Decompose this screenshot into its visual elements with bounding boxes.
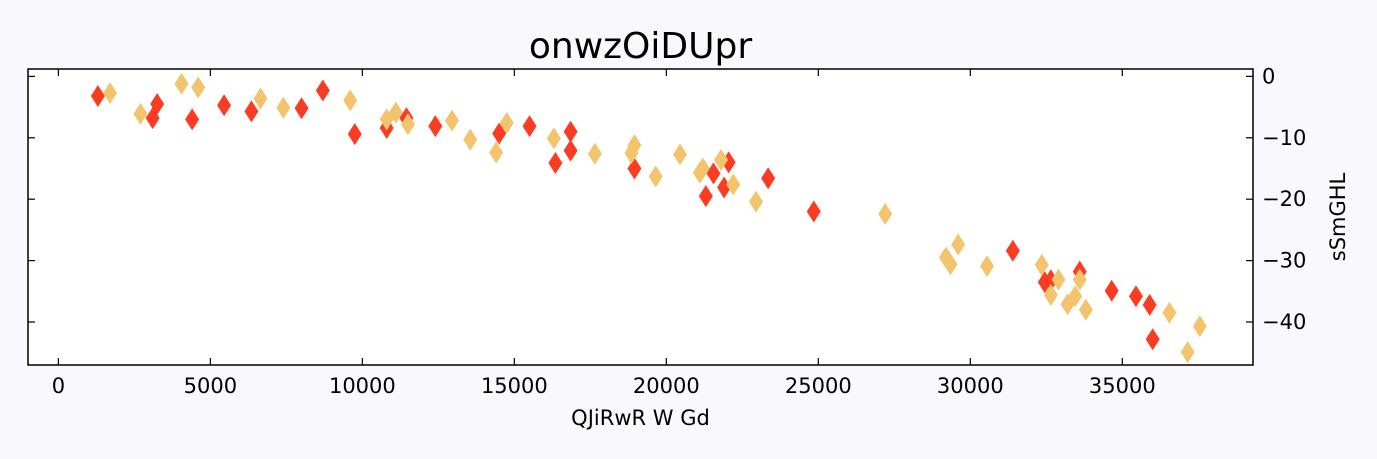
data-point-s2-36 xyxy=(1072,268,1087,291)
y-axis: 0 −10 −20 −30 −40 xyxy=(28,64,1306,334)
y-tick-label: −10 xyxy=(1262,126,1306,150)
y-axis-label: sSmGHL xyxy=(1326,172,1350,261)
x-axis-label: QJiRwR W Gd xyxy=(571,406,710,430)
data-point-s1-9 xyxy=(347,123,362,146)
data-point-s1-6 xyxy=(244,100,259,123)
x-tick-label: 0 xyxy=(52,374,65,398)
data-point-s1-25 xyxy=(1005,239,1020,262)
data-point-s1-17 xyxy=(563,139,578,162)
data-point-s2-1 xyxy=(103,81,118,104)
data-point-s1-3 xyxy=(150,93,165,116)
data-point-s2-15 xyxy=(546,127,561,150)
data-point-s2-23 xyxy=(714,148,729,171)
data-point-s1-4 xyxy=(185,108,200,131)
data-point-s1-14 xyxy=(522,115,537,138)
data-point-s2-33 xyxy=(1051,268,1066,291)
data-point-s2-26 xyxy=(878,202,893,225)
chart-title: onwzOiDUpr xyxy=(529,26,752,67)
data-point-s2-14 xyxy=(499,112,514,135)
y-tick-label: −20 xyxy=(1262,187,1306,211)
data-point-s2-11 xyxy=(445,109,460,132)
data-point-s1-30 xyxy=(1128,285,1143,308)
data-point-s2-13 xyxy=(489,141,504,164)
data-point-s2-10 xyxy=(400,113,415,136)
data-point-s2-3 xyxy=(174,72,189,95)
data-point-s2-16 xyxy=(587,142,602,165)
data-point-s2-9 xyxy=(388,101,403,124)
data-point-s1-27 xyxy=(1043,269,1058,292)
data-point-s1-12 xyxy=(428,115,443,138)
plot-frame xyxy=(27,68,1254,366)
data-point-s2-24 xyxy=(726,173,741,196)
x-tick-label: 5000 xyxy=(184,374,237,398)
data-point-s1-7 xyxy=(294,97,309,120)
data-point-s2-2 xyxy=(133,102,148,125)
data-point-s2-35 xyxy=(1068,285,1083,308)
data-point-s1-32 xyxy=(1145,328,1160,351)
x-tick-label: 30000 xyxy=(937,374,1004,398)
data-point-s2-37 xyxy=(1078,298,1093,321)
x-tick-label: 10000 xyxy=(329,374,396,398)
data-point-s2-4 xyxy=(191,76,206,99)
y-tick-label: −30 xyxy=(1262,249,1306,273)
x-tick-label: 35000 xyxy=(1089,374,1156,398)
data-point-s1-24 xyxy=(806,200,821,223)
plot-area xyxy=(28,69,1253,365)
data-point-s2-29 xyxy=(951,233,966,256)
data-point-s1-31 xyxy=(1142,293,1157,316)
data-point-s2-28 xyxy=(943,253,958,276)
data-point-s2-5 xyxy=(253,87,268,110)
data-point-s1-19 xyxy=(698,185,713,208)
data-point-s2-25 xyxy=(749,190,764,213)
data-point-s1-1 xyxy=(90,85,105,108)
data-point-s1-20 xyxy=(706,162,721,185)
data-point-s2-18 xyxy=(627,134,642,157)
data-point-s1-13 xyxy=(492,122,507,145)
data-point-s2-20 xyxy=(673,143,688,166)
data-point-s2-31 xyxy=(1034,253,1049,276)
data-point-s1-29 xyxy=(1104,279,1119,302)
data-point-s1-15 xyxy=(548,151,563,174)
data-point-s2-38 xyxy=(1162,301,1177,324)
x-axis: 0 5000 10000 15000 20000 25000 30000 35000 xyxy=(52,69,1156,398)
data-point-s2-40 xyxy=(1192,315,1207,338)
data-point-s1-16 xyxy=(563,120,578,143)
data-points xyxy=(90,72,1207,364)
data-point-s1-5 xyxy=(217,94,232,117)
data-point-s2-6 xyxy=(276,96,291,119)
data-point-s2-7 xyxy=(343,89,358,112)
data-point-s2-19 xyxy=(648,165,663,188)
data-point-s2-32 xyxy=(1043,283,1058,306)
data-point-s1-8 xyxy=(315,79,330,102)
data-point-s2-22 xyxy=(695,157,710,180)
data-point-s2-12 xyxy=(463,128,478,151)
data-point-s1-21 xyxy=(717,176,732,199)
x-tick-label: 15000 xyxy=(481,374,548,398)
x-tick-label: 25000 xyxy=(785,374,852,398)
y-tick-label: 0 xyxy=(1262,64,1275,88)
data-point-s1-23 xyxy=(761,167,776,190)
data-point-s2-39 xyxy=(1180,341,1195,364)
x-tick-label: 20000 xyxy=(633,374,700,398)
data-point-s2-30 xyxy=(980,255,995,278)
y-tick-label: −40 xyxy=(1262,310,1306,334)
